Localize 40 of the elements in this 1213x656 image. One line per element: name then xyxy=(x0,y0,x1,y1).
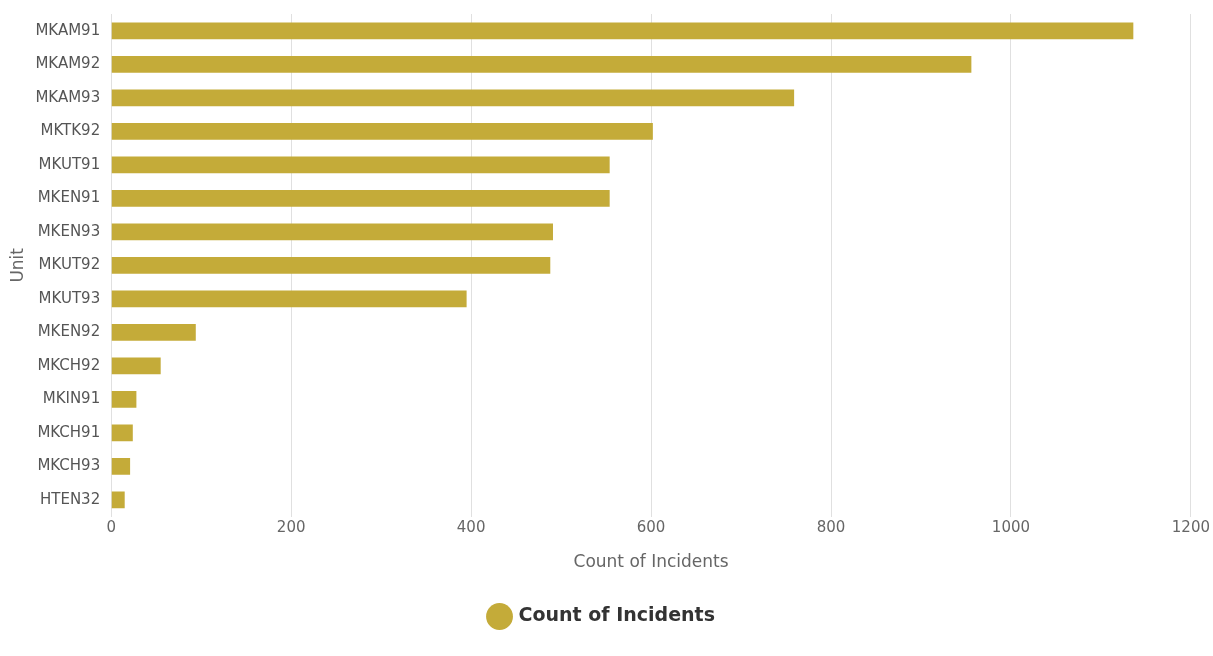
y-tick-label: MKCH93 xyxy=(37,456,101,475)
bar xyxy=(111,424,133,442)
bar xyxy=(111,189,610,207)
y-tick-label: MKEN93 xyxy=(37,221,101,240)
y-tick-label: MKUT91 xyxy=(38,154,101,173)
bar xyxy=(111,323,196,341)
legend-label: Count of Incidents xyxy=(518,603,715,626)
bar xyxy=(111,122,653,140)
bar xyxy=(111,491,125,509)
x-tick-label: 400 xyxy=(456,518,486,537)
bar xyxy=(111,357,161,375)
y-tick-label: MKAM91 xyxy=(35,20,101,39)
bar xyxy=(111,22,1134,40)
bar xyxy=(111,390,137,408)
x-tick-label: 800 xyxy=(816,518,846,537)
y-tick-label: MKIN91 xyxy=(42,389,101,408)
bar xyxy=(111,256,551,274)
y-tick-label: MKTK92 xyxy=(40,121,101,140)
bar xyxy=(111,89,795,107)
y-tick-label: MKEN91 xyxy=(37,188,101,207)
y-tick-label: MKCH92 xyxy=(37,355,101,374)
x-tick-label: 0 xyxy=(106,518,116,537)
y-tick-label: MKAM93 xyxy=(35,87,101,106)
x-tick-label: 1000 xyxy=(991,518,1031,537)
y-tick-label: HTEN32 xyxy=(39,489,101,508)
bar xyxy=(111,290,467,308)
y-axis-title: Unit xyxy=(6,247,27,283)
y-tick-label: MKAM92 xyxy=(35,54,101,73)
bar xyxy=(111,223,553,241)
x-axis-title: Count of Incidents xyxy=(573,551,729,572)
y-tick-label: MKUT93 xyxy=(38,288,101,307)
y-tick-label: MKEN92 xyxy=(37,322,101,341)
bar xyxy=(111,457,131,475)
bar xyxy=(111,55,972,73)
bar xyxy=(111,156,610,174)
x-tick-label: 200 xyxy=(276,518,306,537)
x-tick-label: 1200 xyxy=(1171,518,1211,537)
y-tick-label: MKCH91 xyxy=(37,422,101,441)
x-tick-label: 600 xyxy=(636,518,666,537)
y-tick-label: MKUT92 xyxy=(38,255,101,274)
